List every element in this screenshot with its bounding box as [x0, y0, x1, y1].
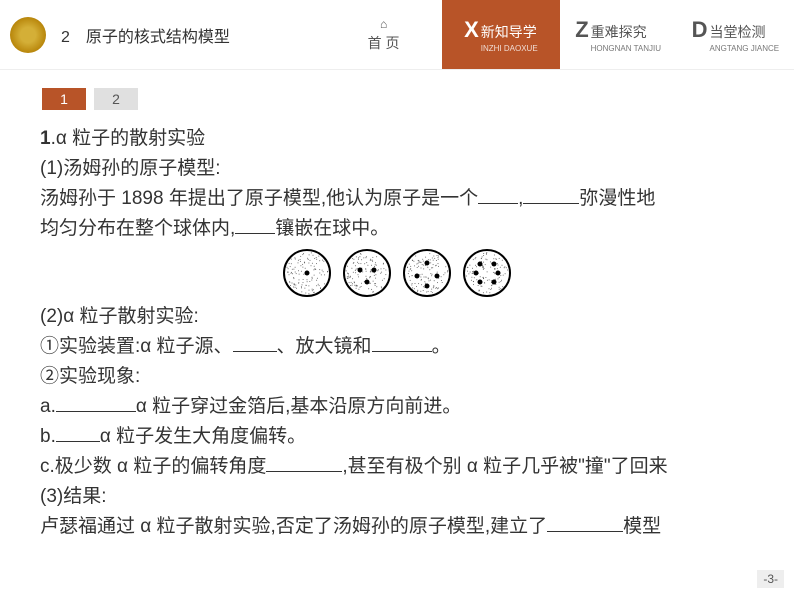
nav-letter: X — [464, 17, 479, 43]
blank — [266, 452, 342, 472]
nav-label: X 新知导学 INZHI DAOXUE — [464, 17, 538, 53]
home-icon: ⌂ — [380, 17, 387, 31]
nav-pinyin: ANGTANG JIANCE — [710, 44, 780, 53]
nav-cn: 当堂检测 — [710, 22, 780, 42]
chapter-number: 2 — [61, 29, 70, 46]
nav-home[interactable]: ⌂ 首 页 — [325, 0, 442, 69]
atom-diagram-1 — [282, 248, 332, 298]
heading-text: .α 粒子的散射实验 — [51, 128, 206, 149]
nav-dangtang[interactable]: D 当堂检测 ANGTANG JIANCE — [677, 0, 794, 69]
nav-home-label: 首 页 — [368, 33, 400, 53]
page-number: -3- — [757, 570, 784, 588]
atom-diagram-2 — [342, 248, 392, 298]
blank — [478, 184, 518, 204]
blank — [523, 184, 579, 204]
nav-pinyin: INZHI DAOXUE — [481, 44, 538, 53]
logo-icon — [10, 17, 46, 53]
tabs: 1 2 — [42, 88, 794, 110]
atom-diagram-4 — [462, 248, 512, 298]
line-model-desc2: 均匀分布在整个球体内,镶嵌在球中。 — [40, 214, 754, 244]
line-c: c.极少数 α 粒子的偏转角度,甚至有极个别 α 粒子几乎被"撞"了回来 — [40, 452, 754, 482]
line-model-title: (1)汤姆孙的原子模型: — [40, 154, 754, 184]
line-model-desc1: 汤姆孙于 1898 年提出了原子模型,他认为原子是一个,弥漫性地 — [40, 184, 754, 214]
line-exp-phenom: ②实验现象: — [40, 362, 754, 392]
line-result-desc: 卢瑟福通过 α 粒子散射实验,否定了汤姆孙的原子模型,建立了模型 — [40, 512, 754, 542]
chapter-name: 原子的核式结构模型 — [86, 29, 230, 46]
nav-xinzhi[interactable]: X 新知导学 INZHI DAOXUE — [442, 0, 559, 69]
line-a: a.α 粒子穿过金箔后,基本沿原方向前进。 — [40, 392, 754, 422]
logo-area: 2 原子的核式结构模型 — [0, 0, 325, 69]
tab-1[interactable]: 1 — [42, 88, 86, 110]
nav-label: D 当堂检测 ANGTANG JIANCE — [692, 17, 780, 53]
atom-diagram-row — [40, 248, 754, 298]
blank — [233, 332, 277, 352]
line-exp-title: (2)α 粒子散射实验: — [40, 302, 754, 332]
header: 2 原子的核式结构模型 ⌂ 首 页 X 新知导学 INZHI DAOXUE Z … — [0, 0, 794, 70]
atom-diagram-3 — [402, 248, 452, 298]
nav-cn: 新知导学 — [481, 22, 538, 42]
blank — [372, 332, 432, 352]
nav-pinyin: HONGNAN TANJIU — [591, 44, 661, 53]
blank — [235, 214, 275, 234]
tab-2[interactable]: 2 — [94, 88, 138, 110]
line-exp-device: ①实验装置:α 粒子源、、放大镜和。 — [40, 332, 754, 362]
content: 1.α 粒子的散射实验 (1)汤姆孙的原子模型: 汤姆孙于 1898 年提出了原… — [0, 110, 794, 542]
blank — [56, 422, 100, 442]
nav-cn: 重难探究 — [591, 22, 661, 42]
heading-num: 1 — [40, 128, 51, 149]
nav: ⌂ 首 页 X 新知导学 INZHI DAOXUE Z 重难探究 HONGNAN… — [325, 0, 794, 69]
line-b: b.α 粒子发生大角度偏转。 — [40, 422, 754, 452]
chapter-title: 2 原子的核式结构模型 — [61, 23, 230, 47]
nav-letter: Z — [575, 17, 588, 43]
nav-label: Z 重难探究 HONGNAN TANJIU — [575, 17, 661, 53]
heading-1: 1.α 粒子的散射实验 — [40, 124, 754, 154]
blank — [547, 512, 623, 532]
blank — [56, 392, 136, 412]
nav-letter: D — [692, 17, 708, 43]
nav-zhongnan[interactable]: Z 重难探究 HONGNAN TANJIU — [560, 0, 677, 69]
line-result-title: (3)结果: — [40, 482, 754, 512]
